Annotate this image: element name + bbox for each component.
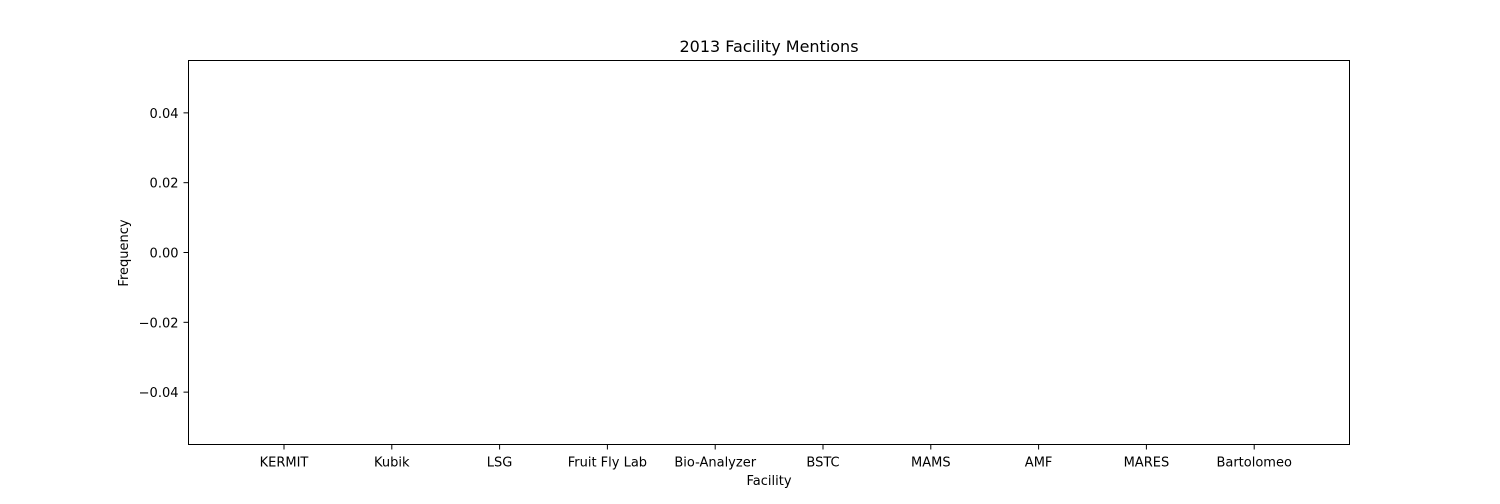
x-tick-label: MAMS: [911, 456, 951, 471]
y-tick-label: −0.04: [139, 386, 179, 401]
y-tick-label: −0.02: [139, 316, 179, 331]
chart-title: 2013 Facility Mentions: [679, 37, 858, 56]
plot-area-frame: [188, 60, 1350, 445]
y-tick-label: 0.04: [150, 107, 179, 122]
x-tick-label: KERMIT: [260, 456, 309, 471]
x-tick-label: Fruit Fly Lab: [568, 456, 647, 471]
x-axis: KERMIT Kubik LSG Fruit Fly Lab Bio-Analyzer B…: [260, 444, 1292, 471]
x-tick-label: LSG: [487, 456, 513, 471]
x-tick-label: Bio-Analyzer: [674, 456, 756, 471]
x-tick-label: Kubik: [374, 456, 410, 471]
y-axis: −0.04 −0.02 0.00 0.02 0.04: [139, 107, 189, 401]
y-tick-label: 0.00: [150, 247, 179, 262]
x-tick-label: BSTC: [806, 456, 839, 471]
y-axis-label: Frequency: [117, 219, 132, 286]
x-tick-label: Bartolomeo: [1216, 456, 1292, 471]
x-tick-label: AMF: [1025, 456, 1053, 471]
x-axis-label: Facility: [746, 474, 791, 489]
y-tick-label: 0.02: [150, 177, 179, 192]
x-tick-label: MARES: [1124, 456, 1170, 471]
